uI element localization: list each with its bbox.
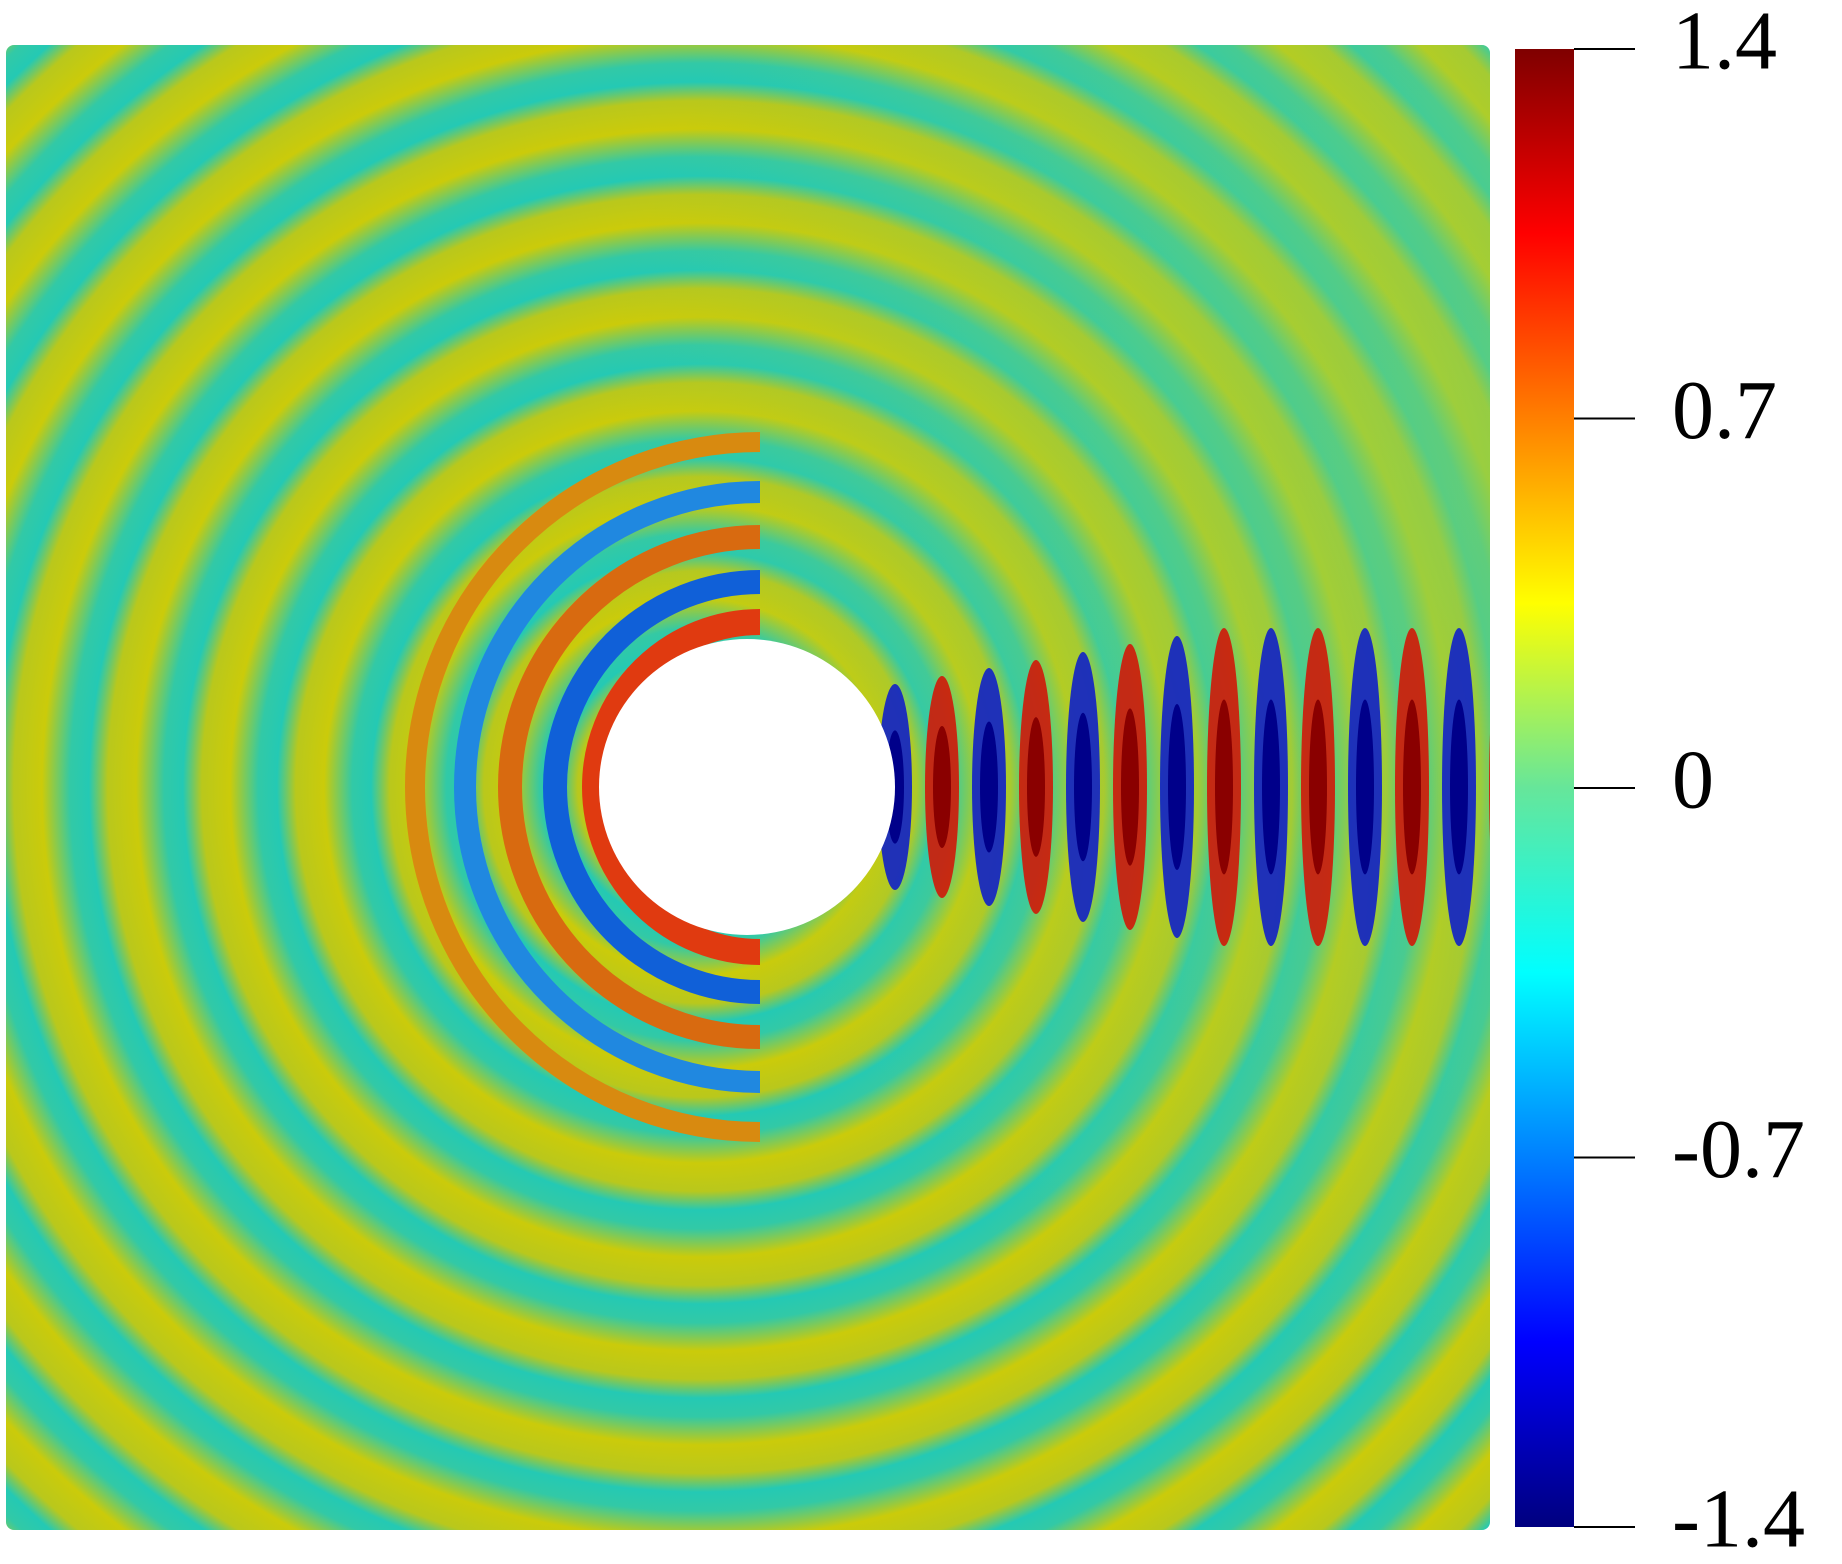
wake-core <box>1215 699 1233 875</box>
obstacle <box>599 639 895 935</box>
ring <box>498 525 760 1049</box>
colorbar-tick-label: 0.7 <box>1672 364 1777 457</box>
wake-core <box>1027 717 1045 857</box>
wake-core <box>1168 703 1186 871</box>
wake-core <box>1121 708 1139 866</box>
wake-core <box>1450 699 1468 875</box>
ring <box>582 609 760 965</box>
wake-core <box>980 721 998 853</box>
wake-core <box>1074 712 1092 862</box>
wake-core <box>1497 700 1515 875</box>
wake-core <box>933 725 951 849</box>
ring <box>454 481 760 1093</box>
colorbar-tick-label: -1.4 <box>1672 1472 1805 1564</box>
wake-core <box>1403 699 1421 875</box>
field-plot <box>6 45 1515 1530</box>
colorbar-tick-label: -0.7 <box>1672 1103 1805 1196</box>
ring <box>543 570 760 1004</box>
colorbar-tick-label: 0 <box>1672 733 1714 826</box>
wake-core <box>1309 699 1327 875</box>
colorbar <box>1515 49 1574 1527</box>
wake-core <box>1356 699 1374 875</box>
colorbar-tick-label: 1.4 <box>1672 0 1777 87</box>
near-rings <box>405 432 760 1142</box>
ring <box>405 432 760 1142</box>
wake-core <box>1262 699 1280 875</box>
